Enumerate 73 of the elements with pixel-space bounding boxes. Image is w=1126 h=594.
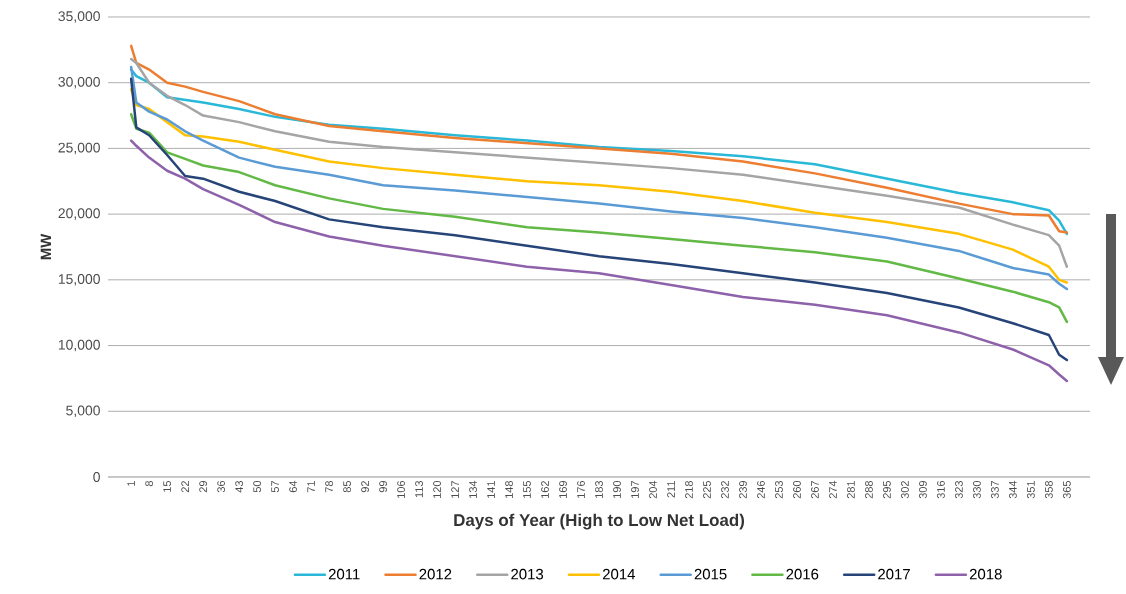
x-tick-label: 309 — [919, 481, 927, 499]
x-tick-label: 8 — [145, 480, 154, 487]
x-tick-label: 232 — [721, 481, 729, 499]
x-tick-label: 302 — [901, 481, 909, 499]
legend-label: 2013 — [511, 568, 544, 580]
legend-label: 2017 — [878, 568, 910, 580]
x-tick-label: 190 — [613, 480, 621, 498]
x-tick-label: 274 — [829, 480, 837, 499]
x-tick-label: 85 — [343, 480, 351, 493]
x-tick-label: 365 — [1063, 480, 1071, 499]
x-tick-label: 260 — [793, 480, 801, 499]
x-tick-label: 323 — [955, 480, 963, 499]
x-tick-label: 183 — [595, 480, 603, 498]
y-tick-label: 0 — [93, 472, 100, 482]
y-tick-label: 10,000 — [58, 339, 100, 352]
x-tick-label: 211 — [667, 481, 675, 498]
x-tick-label: 127 — [451, 481, 459, 498]
x-tick-label: 176 — [577, 480, 585, 498]
y-tick-label: 35,000 — [58, 11, 100, 23]
x-tick-label: 169 — [559, 481, 567, 498]
y-tick-label: 5,000 — [66, 405, 100, 418]
x-tick-label: 281 — [847, 481, 855, 499]
x-tick-label: 15 — [163, 480, 171, 492]
x-tick-label: 330 — [973, 480, 981, 499]
x-tick-label: 71 — [307, 481, 315, 493]
x-tick-label: 1 — [127, 481, 135, 486]
x-tick-label: 253 — [775, 480, 783, 499]
x-tick-label: 288 — [865, 480, 873, 499]
x-tick-label: 92 — [361, 481, 369, 493]
y-tick-label: 25,000 — [58, 142, 100, 155]
x-tick-label: 246 — [757, 480, 765, 499]
x-tick-label: 57 — [271, 481, 279, 493]
x-tick-label: 162 — [541, 481, 549, 498]
x-tick-label: 22 — [181, 481, 189, 493]
line-series — [129, 112, 1069, 324]
x-tick-label: 351 — [1027, 481, 1035, 499]
x-tick-label: 204 — [649, 480, 657, 499]
x-tick-label: 358 — [1045, 480, 1053, 499]
x-tick-label: 43 — [235, 480, 243, 493]
x-tick-label: 36 — [217, 480, 225, 493]
y-tick-label: 30,000 — [58, 76, 100, 89]
x-tick-label: 148 — [505, 480, 513, 498]
x-tick-label: 141 — [487, 481, 495, 498]
x-tick-label: 106 — [397, 480, 405, 498]
x-axis-title: Days of Year (High to Low Net Load) — [454, 513, 745, 530]
x-tick-label: 155 — [523, 480, 531, 498]
legend-label: 2015 — [694, 568, 727, 580]
x-tick-label: 197 — [631, 481, 639, 498]
x-tick-label: 316 — [937, 480, 945, 499]
legend-label: 2016 — [786, 568, 819, 580]
y-tick-label: 20,000 — [58, 208, 100, 220]
line-series — [129, 77, 1069, 362]
x-tick-label: 64 — [289, 480, 297, 493]
x-tick-label: 218 — [685, 480, 693, 499]
x-tick-label: 134 — [469, 480, 477, 498]
legend-label: 2014 — [602, 568, 636, 580]
x-tick-label: 78 — [325, 480, 333, 493]
x-tick-label: 113 — [415, 480, 423, 498]
x-tick-label: 267 — [811, 481, 819, 499]
x-tick-label: 344 — [1009, 480, 1017, 499]
x-tick-label: 337 — [991, 481, 999, 499]
legend-label: 2012 — [419, 568, 452, 580]
x-tick-label: 120 — [433, 480, 441, 498]
legend-label: 2018 — [969, 568, 1002, 580]
y-axis-title: MW — [40, 233, 51, 260]
x-tick-label: 225 — [703, 480, 711, 499]
x-tick-label: 295 — [883, 480, 891, 499]
legend-label: 2011 — [328, 568, 360, 580]
x-tick-label: 99 — [379, 481, 387, 493]
y-tick-label: 15,000 — [58, 274, 100, 286]
x-tick-label: 239 — [739, 481, 747, 499]
x-tick-label: 50 — [253, 480, 261, 493]
x-tick-label: 29 — [199, 481, 208, 493]
